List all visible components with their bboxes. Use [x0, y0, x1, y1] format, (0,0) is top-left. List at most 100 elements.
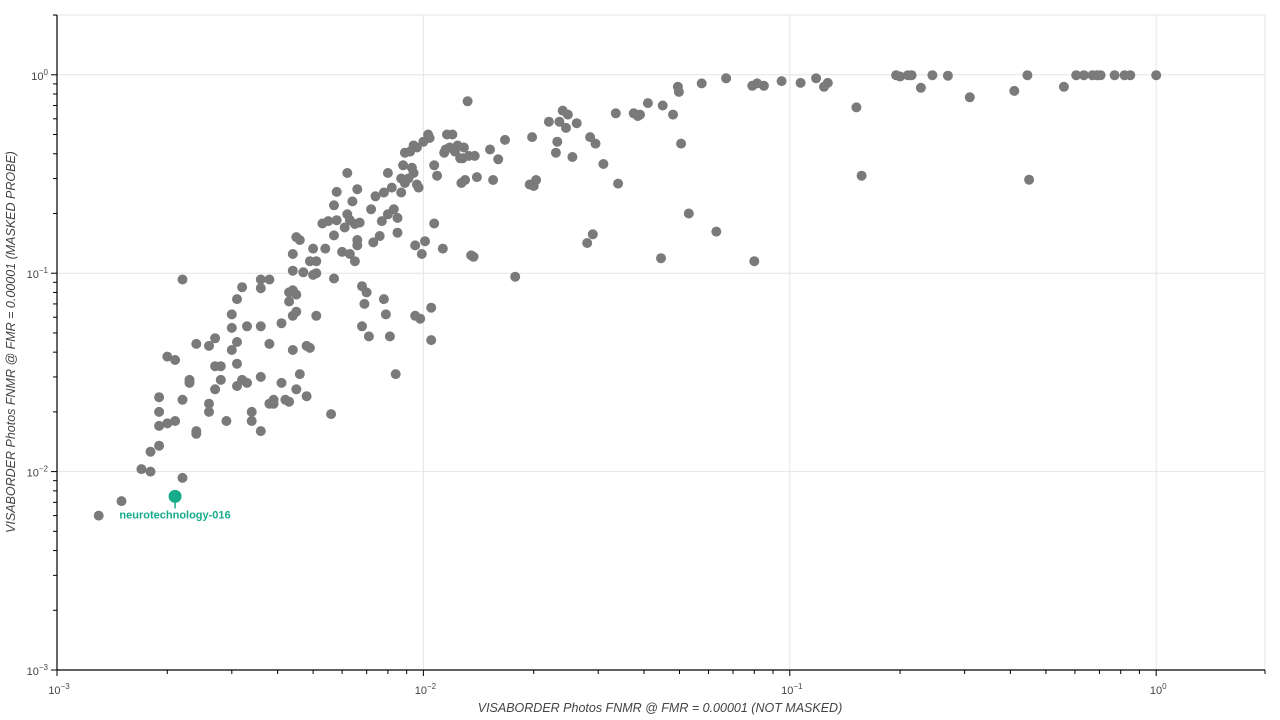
y-tick-label: 10−3 — [27, 663, 49, 678]
data-point — [311, 268, 322, 279]
grid-lines — [57, 15, 1265, 670]
data-point — [1095, 70, 1106, 81]
data-point — [93, 510, 104, 521]
y-tick-label: 10−1 — [27, 266, 49, 281]
data-point — [255, 426, 266, 437]
data-point — [363, 331, 374, 342]
data-point — [170, 355, 181, 365]
data-point — [408, 168, 419, 178]
data-point — [264, 274, 275, 285]
data-point — [311, 256, 322, 267]
data-point — [429, 160, 440, 171]
data-point — [204, 406, 214, 417]
data-point — [276, 377, 287, 388]
data-point — [613, 178, 624, 189]
data-point — [458, 142, 469, 153]
data-point — [191, 338, 202, 349]
data-point — [177, 274, 188, 285]
data-point — [776, 76, 787, 87]
data-point — [721, 73, 732, 84]
data-point — [331, 186, 342, 197]
data-point — [191, 426, 202, 437]
data-point — [610, 108, 621, 119]
data-point — [255, 321, 266, 332]
data-point — [366, 204, 377, 215]
data-point — [232, 337, 242, 347]
data-point — [255, 274, 266, 285]
data-point — [590, 138, 601, 149]
data-point — [642, 98, 653, 109]
data-point — [374, 231, 385, 241]
data-point — [154, 392, 165, 403]
data-point — [276, 318, 287, 329]
y-tick-label: 10−2 — [27, 465, 49, 480]
data-point — [676, 138, 687, 149]
data-point — [1109, 70, 1120, 81]
data-point — [215, 374, 226, 385]
data-point — [361, 287, 372, 298]
data-point — [656, 253, 666, 264]
data-point — [287, 345, 298, 355]
data-point — [388, 204, 399, 215]
data-point — [323, 216, 334, 227]
data-point — [1125, 70, 1136, 81]
data-point — [242, 321, 252, 332]
data-point — [562, 109, 573, 120]
data-point — [380, 309, 391, 320]
data-point — [291, 289, 302, 300]
data-point — [264, 338, 275, 349]
data-point — [571, 118, 582, 129]
plot-frame — [57, 14, 1266, 670]
data-point — [232, 358, 242, 369]
data-point — [162, 418, 173, 429]
data-point — [485, 144, 495, 155]
data-point — [895, 71, 906, 82]
data-point — [500, 134, 510, 145]
data-point — [1024, 174, 1035, 185]
data-point — [398, 160, 409, 171]
data-point — [390, 369, 401, 380]
data-point — [221, 416, 232, 426]
data-point — [567, 152, 578, 162]
data-point — [468, 251, 479, 262]
data-point — [392, 227, 403, 238]
data-point — [510, 271, 521, 282]
data-point — [226, 322, 237, 333]
data-point — [543, 116, 554, 127]
data-point — [758, 80, 769, 91]
data-point — [145, 446, 156, 457]
data-point — [308, 243, 319, 254]
data-point — [298, 267, 309, 278]
data-point — [370, 191, 381, 202]
data-point — [696, 78, 707, 89]
data-point — [426, 335, 437, 346]
data-point — [598, 159, 609, 169]
data-point — [927, 70, 938, 81]
data-point — [811, 73, 822, 84]
data-point — [145, 466, 156, 477]
data-point — [416, 249, 427, 259]
data-point — [822, 77, 833, 88]
data-point — [749, 256, 760, 267]
data-point — [420, 236, 430, 247]
data-point — [673, 86, 684, 97]
data-point — [352, 235, 363, 245]
data-point — [116, 496, 127, 507]
data-point — [287, 249, 298, 259]
data-point — [396, 187, 407, 198]
axes: 10−3 10−2 10−1 100 10−3 10−2 10−1 100 — [27, 14, 1266, 697]
data-point — [554, 116, 565, 127]
data-point — [488, 175, 499, 185]
data-point — [339, 222, 350, 233]
data-point — [668, 109, 678, 120]
data-point — [136, 464, 147, 475]
data-point — [582, 238, 593, 248]
data-point — [242, 377, 252, 388]
data-point — [378, 187, 389, 198]
data-point — [215, 361, 226, 372]
data-point — [424, 133, 435, 143]
data-point — [915, 82, 926, 93]
y-axis-title: VISABORDER Photos FNMR @ FMR = 0.00001 (… — [4, 151, 18, 533]
data-point — [347, 196, 358, 207]
data-point — [154, 406, 165, 417]
